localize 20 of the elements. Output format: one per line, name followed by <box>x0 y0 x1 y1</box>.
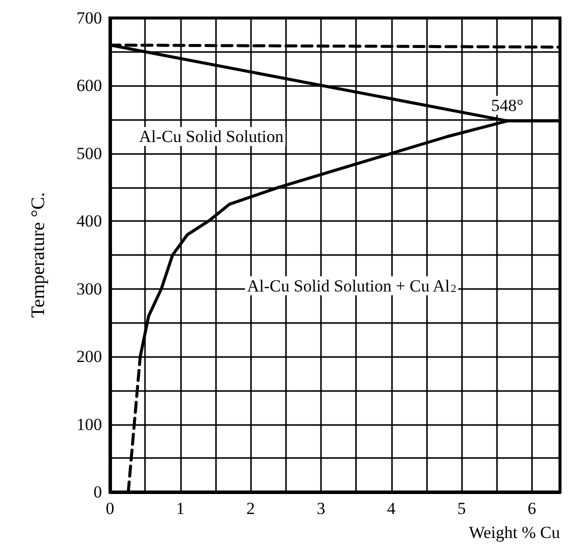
y-tick-label: 200 <box>76 347 102 366</box>
y-tick-label: 600 <box>76 76 102 96</box>
y-tick-label: 400 <box>76 212 102 231</box>
x-tick-label: 4 <box>387 499 396 518</box>
x-tick-label: 5 <box>457 499 466 518</box>
y-tick-label: 0 <box>94 482 102 502</box>
x-tick-label: 3 <box>316 499 326 518</box>
annotation: Al-Cu Solid Solution + Cu Al2 <box>247 276 456 296</box>
x-tick-label: 1 <box>176 499 185 518</box>
annotation: Al-Cu Solid Solution <box>139 127 284 146</box>
x-tick-label: 2 <box>246 499 255 518</box>
y-tick-label: 100 <box>76 414 102 434</box>
y-axis-title: Temperature °C. <box>28 192 49 318</box>
y-tick-label: 700 <box>76 8 102 28</box>
x-axis-title: Weight % Cu <box>468 523 560 542</box>
y-tick-label: 500 <box>76 144 102 163</box>
x-tick-label: 6 <box>528 499 536 518</box>
x-tick-label: 0 <box>106 499 114 518</box>
y-tick-label: 300 <box>76 279 102 298</box>
annotation: 548° <box>491 96 524 115</box>
